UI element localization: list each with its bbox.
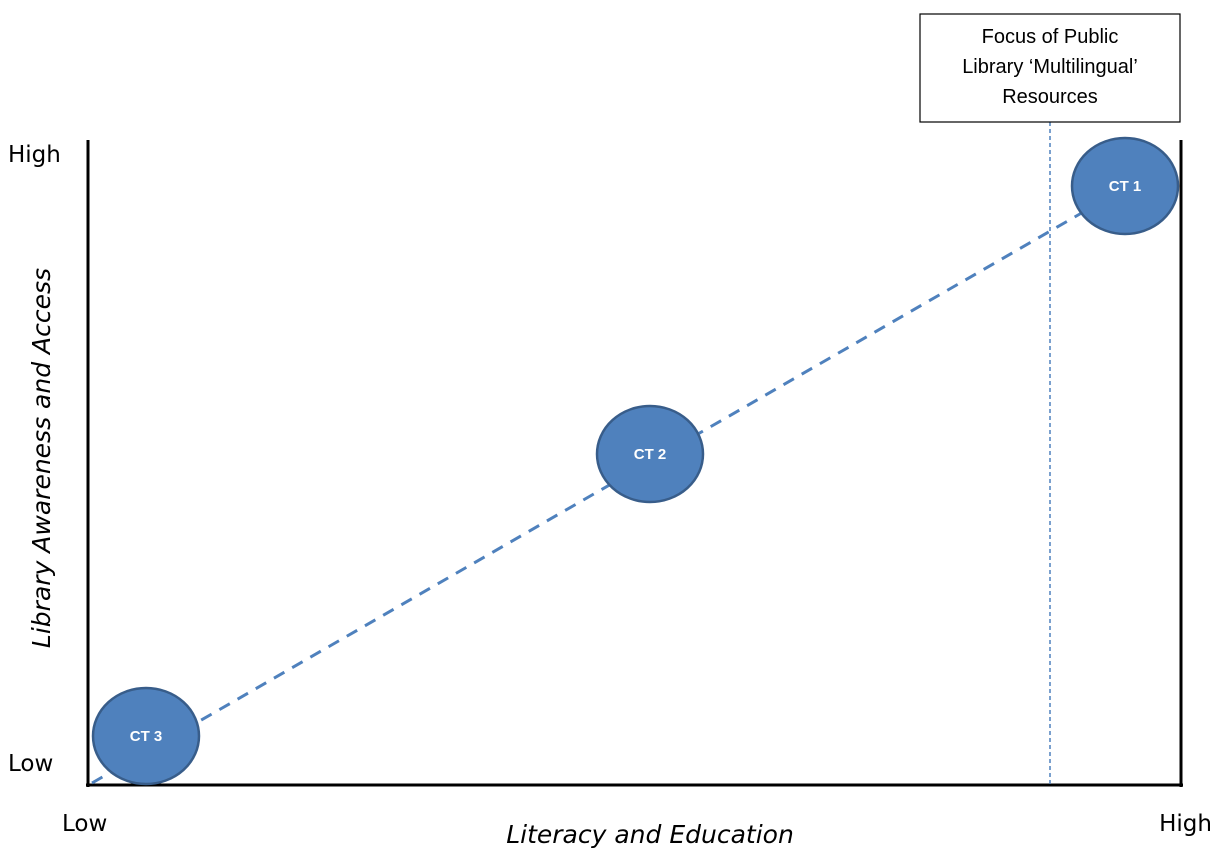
callout-line-1: Focus of Public xyxy=(982,26,1119,48)
node-ct2: CT 2 xyxy=(595,404,705,504)
callout-line-3: Resources xyxy=(1002,86,1098,108)
node-ct1: CT 1 xyxy=(1070,136,1180,236)
x-high-label: High xyxy=(1159,811,1212,837)
y-axis-title: Library Awareness and Access xyxy=(27,268,56,648)
y-high-label: High xyxy=(8,142,61,168)
callout-line-2: Library ‘Multilingual’ xyxy=(962,56,1138,78)
y-low-label: Low xyxy=(8,751,53,777)
callout: Focus of Public Library ‘Multilingual’ R… xyxy=(919,13,1181,123)
callout-box xyxy=(919,13,1181,123)
x-low-label: Low xyxy=(62,811,107,837)
node-ct3-circle xyxy=(91,686,201,786)
node-ct1-circle xyxy=(1070,136,1180,236)
node-ct3-label: CT 3 xyxy=(130,728,163,745)
node-ct3: CT 3 xyxy=(91,686,201,786)
node-ct2-label: CT 2 xyxy=(634,446,667,463)
x-axis-title: Literacy and Education xyxy=(506,820,794,849)
node-ct2-circle xyxy=(595,404,705,504)
node-ct1-label: CT 1 xyxy=(1109,178,1142,195)
